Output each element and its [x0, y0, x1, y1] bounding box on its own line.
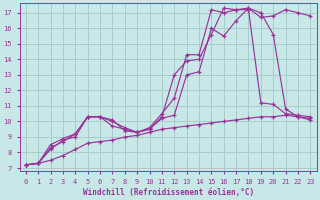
X-axis label: Windchill (Refroidissement éolien,°C): Windchill (Refroidissement éolien,°C) [83, 188, 254, 197]
